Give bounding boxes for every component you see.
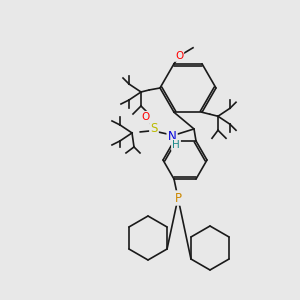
Text: P: P [175,191,182,205]
Text: N: N [168,130,176,143]
Text: O: O [175,51,183,61]
Text: H: H [172,140,180,150]
Text: O: O [142,112,150,122]
Text: S: S [150,122,158,135]
